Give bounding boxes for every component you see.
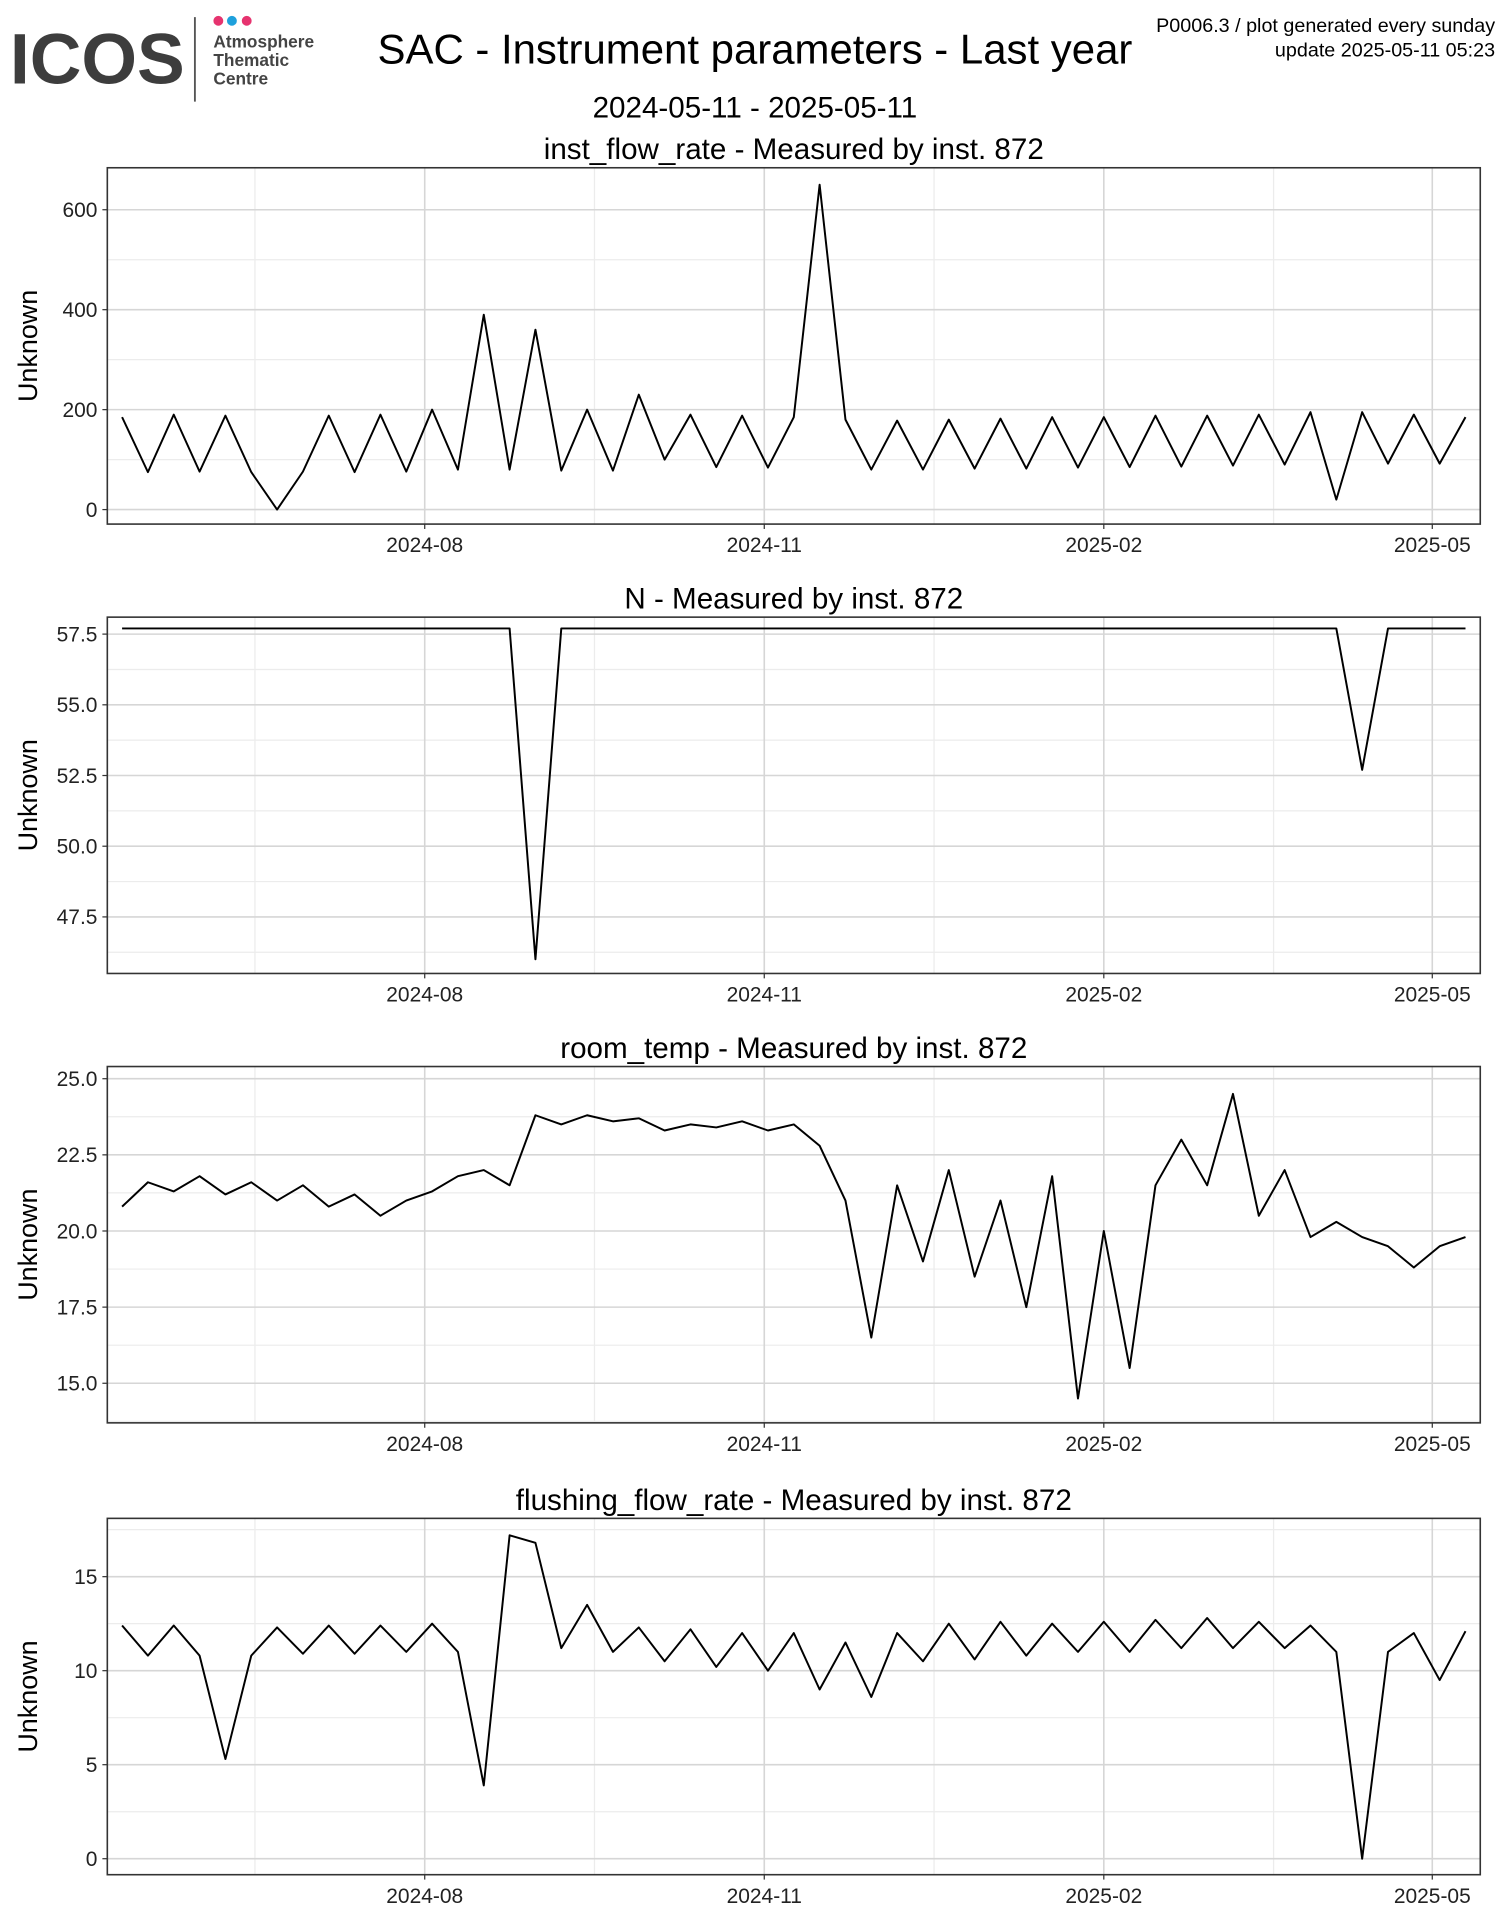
x-tick-label: 2025-02 (1065, 1885, 1142, 1908)
x-tick-label: 2024-11 (727, 1433, 802, 1456)
y-tick-label: 10 (74, 1660, 97, 1683)
x-tick-label: 2024-11 (727, 1885, 802, 1908)
chart-title: inst_flow_rate - Measured by inst. 872 (544, 133, 1044, 166)
chart-title: N - Measured by inst. 872 (624, 583, 963, 616)
logo-dot (226, 15, 237, 26)
x-tick-label: 2025-02 (1065, 984, 1142, 1007)
data-line (121, 183, 1467, 511)
x-tick-label: 2025-02 (1065, 1433, 1142, 1456)
update: update 2025-05-11 05:23 (1275, 39, 1495, 61)
y-axis-label: Unknown (13, 1640, 43, 1752)
y-tick-label: 15.0 (57, 1373, 98, 1396)
x-tick-label: 2024-08 (386, 984, 463, 1007)
y-axis-label: Unknown (13, 739, 43, 851)
y-tick-label: 0 (86, 499, 98, 522)
y-tick-label: 5 (86, 1754, 98, 1777)
chart-title: flushing_flow_rate - Measured by inst. 8… (516, 1484, 1072, 1517)
y-tick-label: 20.0 (57, 1220, 98, 1243)
y-tick-label: 25.0 (57, 1068, 98, 1091)
y-tick-label: 600 (62, 199, 97, 222)
logo: ICOS (10, 20, 185, 100)
logo-dot (213, 15, 224, 26)
y-axis-label: Unknown (13, 290, 43, 402)
logo-text: Centre (213, 69, 268, 89)
x-tick-label: 2024-08 (386, 1885, 463, 1908)
y-tick-label: 200 (62, 399, 97, 422)
plot-border (106, 1065, 1482, 1424)
page-subtitle: 2024-05-11 - 2025-05-11 (593, 92, 918, 125)
y-tick-label: 15 (74, 1566, 97, 1589)
plot-border (106, 616, 1482, 975)
y-tick-label: 52.5 (57, 765, 98, 788)
logo-text: Atmosphere (213, 32, 314, 52)
x-tick-label: 2025-05 (1394, 534, 1471, 557)
data-line (121, 1534, 1467, 1860)
y-tick-label: 22.5 (57, 1144, 98, 1167)
y-tick-label: 47.5 (57, 906, 98, 929)
x-tick-label: 2024-11 (727, 534, 802, 557)
plot-border (106, 166, 1482, 525)
y-tick-label: 17.5 (57, 1297, 98, 1320)
y-tick-label: 50.0 (57, 836, 98, 859)
logo-dot (241, 15, 252, 26)
page-title: SAC - Instrument parameters - Last year (378, 26, 1133, 73)
x-tick-label: 2024-11 (727, 984, 802, 1007)
x-tick-label: 2025-05 (1394, 1885, 1471, 1908)
x-tick-label: 2025-05 (1394, 984, 1471, 1007)
chart-title: room_temp - Measured by inst. 872 (560, 1032, 1027, 1065)
y-axis-label: Unknown (13, 1189, 43, 1301)
x-tick-label: 2024-08 (386, 534, 463, 557)
x-tick-label: 2025-02 (1065, 534, 1142, 557)
y-tick-label: 57.5 (57, 624, 98, 647)
y-tick-label: 400 (62, 299, 97, 322)
plot-border (106, 1517, 1482, 1876)
logo-text: Thematic (213, 50, 289, 70)
y-tick-label: 55.0 (57, 694, 98, 717)
y-tick-label: 0 (86, 1848, 98, 1871)
x-tick-label: 2025-05 (1394, 1433, 1471, 1456)
x-tick-label: 2024-08 (386, 1433, 463, 1456)
data-line (121, 1092, 1466, 1400)
data-line (122, 627, 1466, 961)
note: P0006.3 / plot generated every sunday (1156, 15, 1495, 37)
